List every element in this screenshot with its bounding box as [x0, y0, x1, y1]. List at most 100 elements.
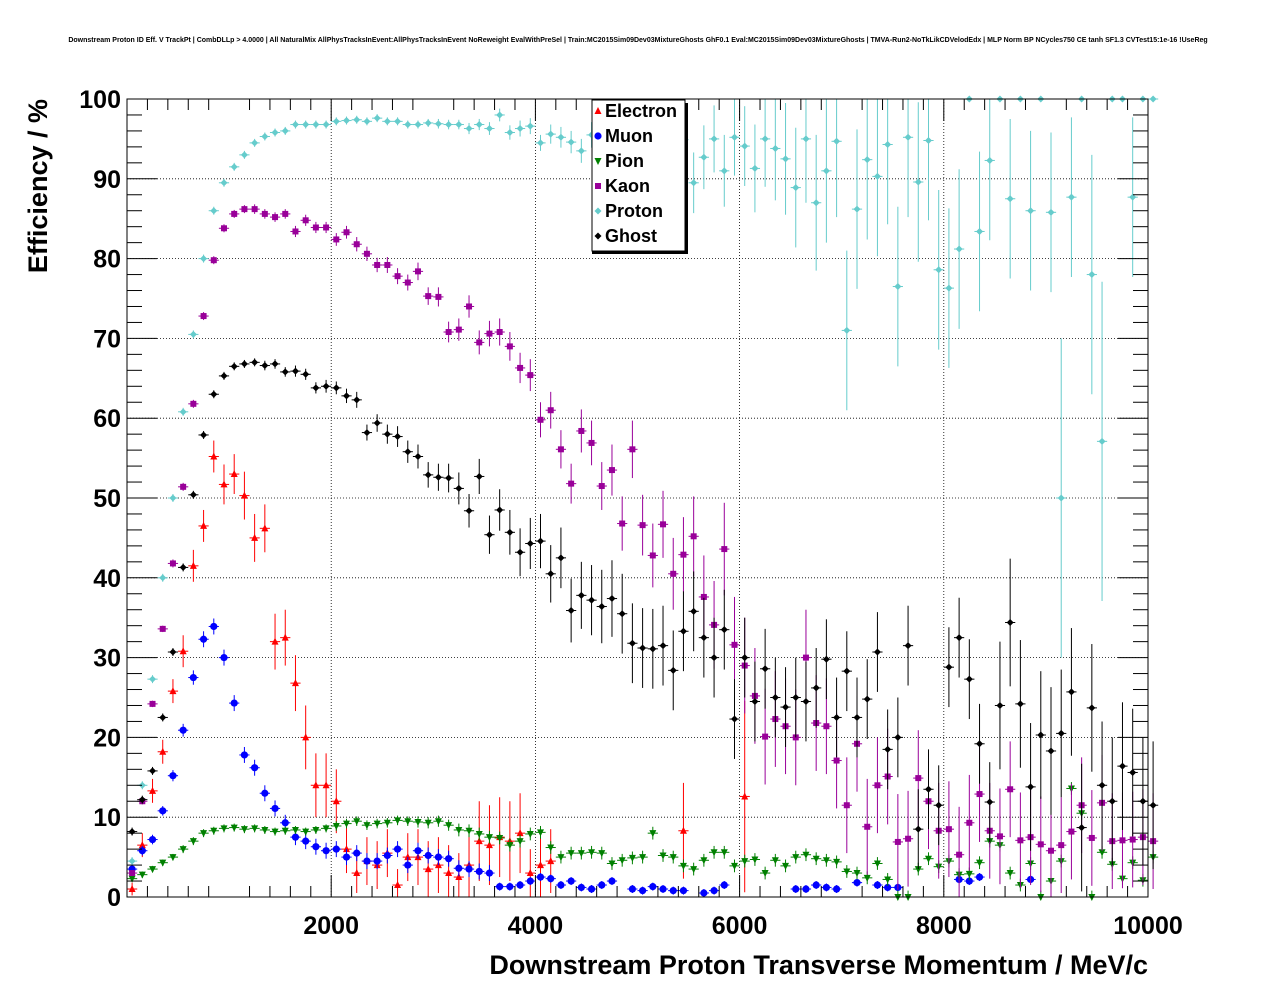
pion-point: [700, 857, 708, 865]
electron-point: [475, 837, 483, 845]
proton-point: [200, 255, 208, 263]
proton-point: [1088, 271, 1096, 279]
ghost-point: [1037, 731, 1045, 739]
pion-point: [833, 858, 841, 866]
proton-point: [475, 121, 483, 129]
pion-point: [485, 834, 493, 842]
pion-point: [802, 851, 810, 859]
ghost-point: [679, 627, 687, 635]
muon-point: [506, 883, 514, 891]
pion-point: [373, 820, 381, 828]
electron-point: [547, 857, 555, 865]
proton-point: [302, 121, 310, 129]
ghost-point: [496, 506, 504, 514]
kaon-point: [1048, 847, 1055, 854]
kaon-point: [649, 552, 656, 559]
pion-point: [976, 859, 984, 867]
proton-point: [281, 127, 289, 135]
kaon-point: [425, 293, 432, 300]
ghost-point: [220, 372, 228, 380]
muon-point: [240, 751, 249, 759]
proton-point: [812, 199, 820, 207]
electron-point: [261, 524, 269, 532]
muon-point: [679, 887, 688, 895]
ghost-point: [383, 430, 391, 438]
pion-point: [189, 838, 197, 846]
ghost-point: [628, 639, 636, 647]
muon-point: [802, 885, 810, 893]
kaon-point: [905, 835, 912, 842]
y-tick-label: 80: [93, 246, 121, 274]
pion-point: [965, 870, 973, 878]
electron-point: [353, 869, 361, 877]
pion-point: [322, 825, 330, 833]
pion-point: [475, 830, 483, 838]
pion-point: [445, 822, 453, 830]
ghost-point: [159, 713, 167, 721]
muon-point: [659, 885, 667, 893]
kaon-point: [282, 210, 289, 217]
pion-point: [792, 854, 800, 862]
muon-point: [577, 883, 585, 892]
proton-point: [945, 284, 953, 292]
proton-point: [526, 122, 534, 130]
ghost-point: [261, 362, 269, 370]
pion-point: [230, 824, 238, 832]
pion-point: [343, 820, 351, 828]
proton-point: [1149, 95, 1157, 103]
pion-point: [169, 854, 177, 862]
kaon-point: [568, 480, 575, 487]
ghost-point: [179, 563, 187, 571]
ghost-point: [955, 634, 963, 642]
pion-point: [914, 866, 922, 874]
muon-point: [189, 673, 197, 682]
proton-point: [884, 140, 892, 148]
legend-marker-pion: [594, 158, 602, 165]
muon-point: [649, 883, 657, 891]
kaon-point: [660, 521, 667, 528]
ghost-point: [281, 368, 289, 376]
pion-point: [414, 818, 422, 826]
electron-point: [526, 869, 534, 877]
pion-point: [588, 849, 596, 857]
kaon-point: [272, 214, 279, 221]
pion-point: [434, 818, 442, 826]
proton-point: [853, 205, 861, 213]
proton-point: [179, 408, 187, 416]
ghost-point: [169, 648, 177, 656]
proton-point: [1067, 193, 1075, 201]
pion-point: [312, 826, 320, 834]
legend-label-electron: Electron: [605, 101, 677, 121]
ghost-point: [1129, 769, 1137, 777]
kaon-point: [1129, 836, 1136, 843]
kaon-point: [731, 641, 738, 648]
electron-point: [404, 853, 412, 861]
muon-point: [475, 867, 483, 876]
proton-point: [240, 151, 248, 159]
kaon-point: [864, 823, 871, 830]
pion-point: [200, 830, 208, 838]
electron-point: [455, 873, 463, 881]
pion-point: [138, 871, 146, 879]
kaon-point: [384, 261, 391, 268]
kaon-point: [700, 593, 707, 600]
ghost-point: [291, 367, 299, 375]
ghost-point: [914, 825, 922, 833]
ghost-point: [353, 396, 361, 404]
muon-point: [567, 877, 575, 885]
kaon-point: [537, 416, 544, 423]
muon-point: [536, 873, 545, 881]
proton-point: [863, 156, 871, 164]
proton-point: [220, 179, 228, 187]
pion-point: [741, 858, 749, 866]
muon-point: [199, 635, 208, 643]
kaon-point: [1119, 837, 1126, 844]
pion-point: [271, 828, 279, 836]
ghost-point: [588, 596, 596, 604]
proton-point: [792, 184, 800, 192]
ghost-point: [751, 697, 759, 705]
proton-point: [924, 136, 932, 144]
pion-point: [669, 854, 677, 862]
muon-point: [465, 865, 473, 873]
kaon-point: [292, 228, 299, 235]
